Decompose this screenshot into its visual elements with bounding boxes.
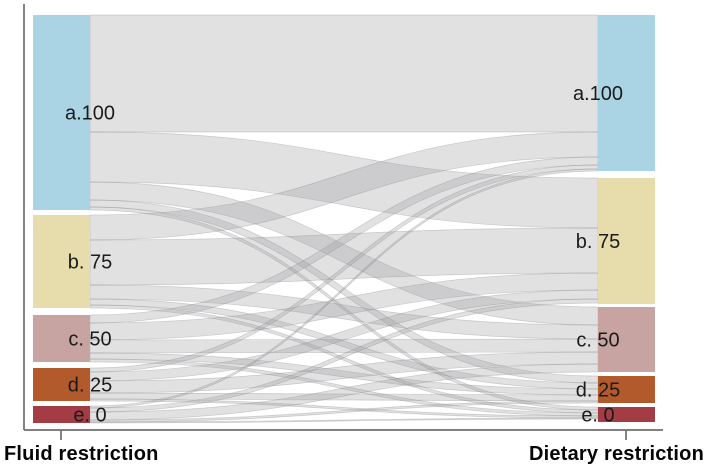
label-left-a: a.100 xyxy=(65,103,115,125)
bar-left-e xyxy=(33,406,90,423)
label-right-e: e. 0 xyxy=(581,405,614,427)
label-right-d: d. 25 xyxy=(576,380,620,402)
label-left-c: c. 50 xyxy=(68,329,111,351)
bar-left-d xyxy=(33,368,90,401)
label-right-c: c. 50 xyxy=(576,330,619,352)
category-bars xyxy=(33,15,655,423)
bar-right-c xyxy=(598,307,655,372)
bar-right-e xyxy=(598,407,655,422)
flow-a-to-a xyxy=(89,14,599,133)
bar-left-b xyxy=(33,215,90,308)
bar-right-b xyxy=(598,178,655,304)
label-right-a: a.100 xyxy=(573,83,623,105)
label-right-b: b. 75 xyxy=(576,231,620,253)
bar-right-d xyxy=(598,376,655,403)
flow-c-to-c xyxy=(89,338,599,354)
axes xyxy=(23,4,663,440)
bar-right-a xyxy=(598,15,655,171)
bar-left-a xyxy=(33,15,90,210)
flow-ribbons xyxy=(89,14,599,424)
bar-left-c xyxy=(33,315,90,362)
label-left-b: b. 75 xyxy=(68,252,112,274)
axis-title-fluid-restriction: Fluid restriction xyxy=(4,443,159,465)
label-left-d: d. 25 xyxy=(68,375,112,397)
category-labels: a.100 b. 75 c. 50 d. 25 e. 0 a.100 b. 75 c. 50 d… xyxy=(65,83,623,427)
label-left-e: e. 0 xyxy=(73,405,106,427)
axis-title-dietary-restriction: Dietary restriction xyxy=(529,443,704,465)
